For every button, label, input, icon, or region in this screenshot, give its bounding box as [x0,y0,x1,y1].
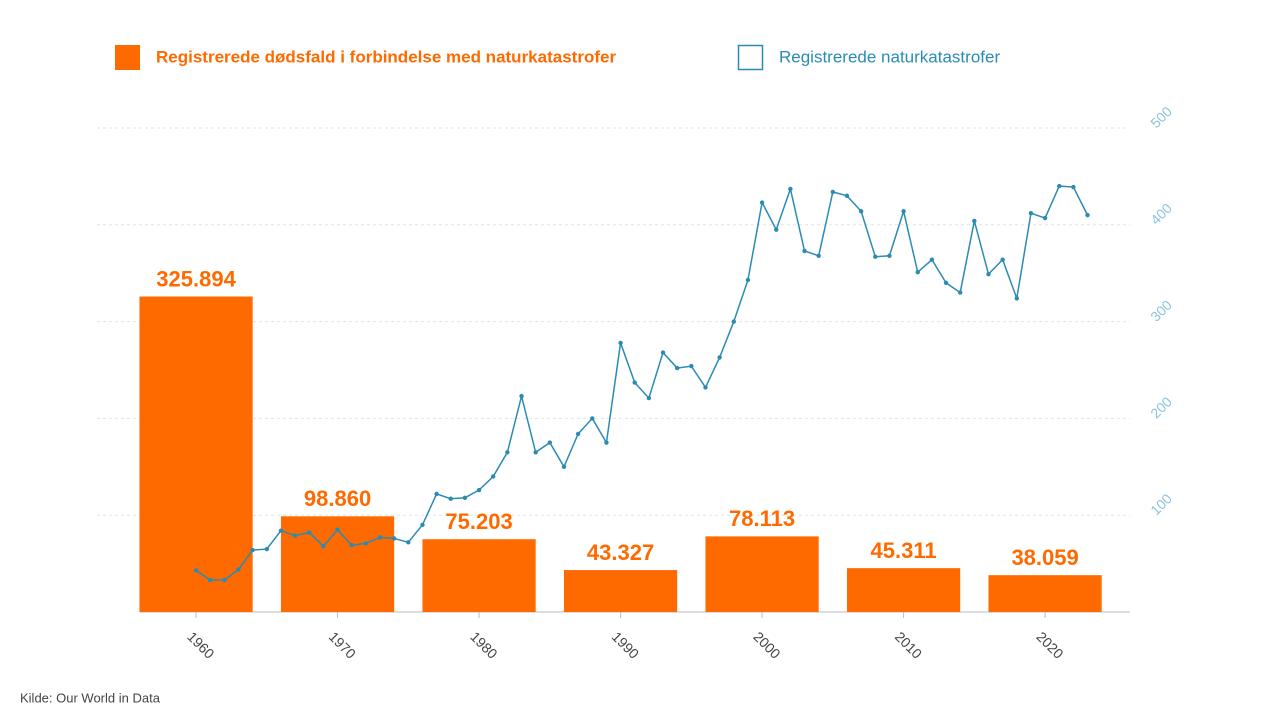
point [915,270,920,275]
value-label: 43.327 [587,540,654,565]
point [816,253,821,258]
point [462,495,468,500]
point [236,567,241,572]
point [887,253,892,258]
legend-label: Registrerede naturkatastrofer [779,47,1000,66]
value-label: 325.894 [156,266,236,291]
point [943,280,949,286]
point [986,271,991,277]
point [660,350,666,355]
point [547,440,553,445]
point [533,450,538,455]
point [193,568,199,573]
point [689,363,694,369]
point [349,543,354,548]
point [448,496,453,501]
point [802,248,807,254]
point [604,440,609,445]
point [717,355,722,360]
point [434,491,439,497]
x-tick-label: 1960 [184,628,217,661]
bar [139,296,253,612]
x-tick-label: 2020 [1033,628,1066,661]
point [250,547,255,553]
point [590,416,595,421]
point [844,193,850,198]
legend-label: Registrerede dødsfald i forbindelse med … [156,47,616,66]
bar [705,536,819,612]
point [957,290,963,295]
y2-tick-label: 100 [1147,490,1175,518]
point [491,474,496,479]
point [307,530,312,535]
point [745,277,751,283]
point [377,535,383,540]
point [830,189,836,195]
x-tick-label: 1970 [326,628,359,661]
point [476,487,482,493]
bar [846,568,961,612]
point [406,540,411,545]
point [278,528,284,533]
point [731,319,736,324]
x-tick-label: 2010 [892,628,925,661]
point [505,450,510,455]
y2-tick-label: 200 [1147,393,1175,421]
point [788,186,793,192]
source: Kilde: Our World in Data [20,690,161,705]
point [618,340,623,346]
value-label: 45.311 [871,538,937,563]
bar [563,570,678,612]
point [519,393,524,399]
point [264,546,270,552]
point [391,536,397,541]
point [420,522,425,528]
point [1071,184,1076,190]
point [1028,210,1034,216]
point [1085,212,1090,218]
y2-tick-label: 400 [1147,200,1175,228]
bar [280,516,395,612]
point [873,254,878,259]
bar [422,539,536,612]
point [1042,215,1048,221]
point [321,543,326,549]
point [292,533,298,538]
point [208,577,213,583]
value-label: 38.059 [1011,545,1078,570]
point [561,464,567,469]
point [759,200,765,205]
point [972,218,977,224]
legend-swatch [115,45,140,70]
point [632,380,637,385]
y2-tick-label: 300 [1147,297,1175,325]
point [774,227,779,232]
bar [988,575,1102,612]
point [858,209,864,214]
y2-tick-label: 500 [1147,103,1175,131]
point [1000,257,1005,262]
point [674,365,680,371]
legend-swatch [737,44,764,71]
point [575,431,581,437]
point [335,527,340,532]
x-tick-label: 1990 [609,628,642,661]
point [929,257,935,262]
point [901,209,906,214]
x-tick-label: 1980 [467,628,500,661]
x-tick-label: 2000 [750,628,783,661]
point [703,385,708,390]
point [1057,183,1062,189]
value-label: 98.860 [304,486,371,511]
point [222,577,227,583]
value-label: 75.203 [445,509,512,534]
point [646,395,652,401]
point [1014,296,1019,301]
point [363,541,369,546]
value-label: 78.113 [729,506,795,531]
line [195,185,1089,581]
